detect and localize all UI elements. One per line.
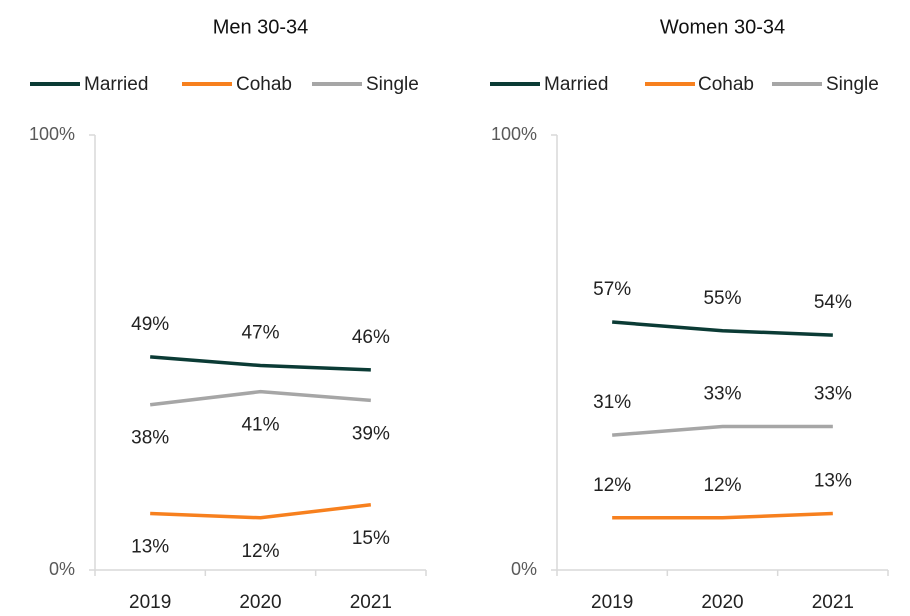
series-line: [612, 320, 833, 337]
data-label: 41%: [241, 415, 279, 436]
data-label: 55%: [703, 288, 741, 309]
legend-label: Single: [826, 74, 879, 95]
chart-title: Men 30-34: [213, 16, 309, 38]
chart-title: Women 30-34: [660, 16, 785, 38]
legend-label: Cohab: [236, 74, 292, 95]
y-tick-label: 100%: [491, 124, 537, 144]
y-tick-label: 100%: [29, 124, 75, 144]
data-label: 33%: [814, 383, 852, 404]
data-label: 49%: [131, 314, 169, 335]
series-line: [150, 503, 372, 520]
data-label: 46%: [352, 327, 390, 348]
data-label: 54%: [814, 292, 852, 313]
legend-label: Single: [366, 74, 419, 95]
legend-label: Married: [544, 74, 608, 95]
x-tick-label: 2020: [239, 592, 281, 613]
x-tick-label: 2019: [129, 592, 171, 613]
data-label: 12%: [241, 541, 279, 562]
data-label: 33%: [703, 383, 741, 404]
data-label: 39%: [352, 423, 390, 444]
data-label: 12%: [703, 475, 741, 496]
y-tick-label: 0%: [49, 559, 75, 579]
legend-label: Cohab: [698, 74, 754, 95]
x-tick-label: 2021: [350, 592, 392, 613]
data-label: 38%: [131, 428, 169, 449]
x-tick-label: 2020: [701, 592, 743, 613]
legend-label: Married: [84, 74, 148, 95]
series-line: [150, 355, 371, 372]
data-label: 47%: [241, 323, 279, 344]
y-tick-label: 0%: [511, 559, 537, 579]
series-line: [149, 389, 371, 407]
data-label: 15%: [352, 528, 390, 549]
x-tick-label: 2019: [591, 592, 633, 613]
data-label: 57%: [593, 279, 631, 300]
data-label: 31%: [593, 392, 631, 413]
data-label: 13%: [131, 536, 169, 557]
series-line: [612, 424, 833, 437]
data-label: 13%: [814, 470, 852, 491]
series-line: [612, 511, 833, 520]
data-label: 12%: [593, 475, 631, 496]
x-tick-label: 2021: [812, 592, 854, 613]
